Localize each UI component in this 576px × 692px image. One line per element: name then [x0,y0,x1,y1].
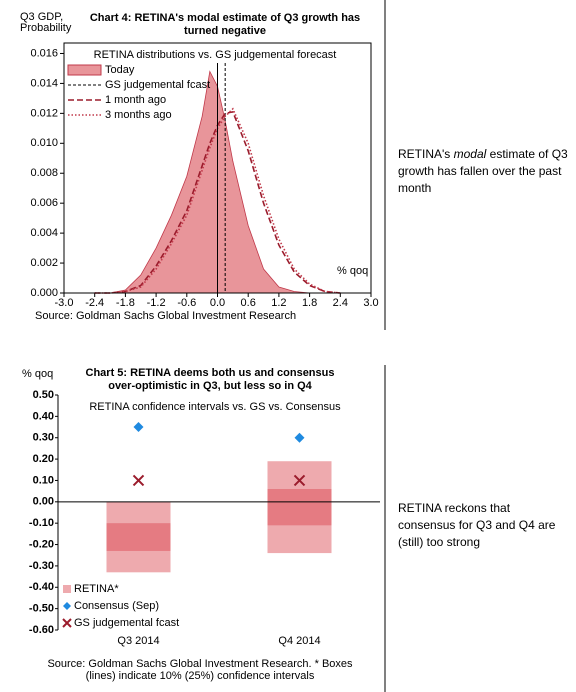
note-text: modal [453,147,487,161]
legend-label: 1 month ago [105,94,166,106]
marker [133,422,144,433]
x-tick-label: -1.2 [147,297,166,309]
x-tick-label: Q4 2014 [278,635,320,647]
y-tick-label: -0.20 [29,538,54,550]
legend-swatch [63,602,71,610]
legend-swatch [62,618,72,628]
marker [294,432,305,443]
axis-unit: % qoq [337,265,368,277]
x-tick-label: -0.6 [177,297,196,309]
y-axis-label: % qoq [22,368,53,380]
legend-label: GS judgemental fcast [74,617,179,629]
legend-label: Today [105,64,135,76]
legend-swatch [67,64,102,76]
x-tick-label: Q3 2014 [117,635,159,647]
x-tick-label: 3.0 [363,297,378,309]
x-tick-label: 1.2 [271,297,286,309]
y-tick-label: 0.000 [30,287,58,299]
x-tick-label: -2.4 [85,297,104,309]
x-tick-label: 0.0 [210,297,225,309]
x-tick-label: 1.8 [302,297,317,309]
subtitle: RETINA confidence intervals vs. GS vs. C… [89,401,341,413]
y-tick-label: 0.40 [33,410,54,422]
legend-label: RETINA* [74,583,119,595]
y-tick-label: -0.30 [29,560,54,572]
source: Source: Goldman Sachs Global Investment … [47,658,353,682]
y-tick-label: 0.002 [30,257,58,269]
x-tick-label: -3.0 [55,297,74,309]
legend-label: GS judgemental fcast [105,79,210,91]
inner-box [267,489,332,526]
subtitle: RETINA distributions vs. GS judgemental … [94,49,337,61]
y-axis-label: Q3 GDP, [20,11,63,23]
chart-title: Chart 5: RETINA deems both us and consen… [86,367,335,392]
x-tick-label: -1.8 [116,297,135,309]
y-tick-label: 0.014 [30,77,58,89]
plot-frame [63,42,372,294]
y-tick-label: -0.10 [29,517,54,529]
x-tick-label: 0.6 [241,297,256,309]
note-text: RETINA's [398,147,454,161]
y-tick-label: -0.50 [29,603,54,615]
source: Source: Goldman Sachs Global Investment … [35,310,296,322]
y-tick-label: 0.20 [33,453,54,465]
side-note: RETINA's modal estimate of Q3 growth has… [398,146,570,197]
chart-title: Chart 4: RETINA's modal estimate of Q3 g… [90,12,360,37]
marker [293,474,306,487]
y-tick-label: 0.004 [30,227,58,239]
y-tick-label: 0.012 [30,107,58,119]
y-tick-label: 0.006 [30,197,58,209]
side-note: RETINA reckons that consensus for Q3 and… [398,500,570,551]
x-tick-label: 2.4 [333,297,348,309]
legend-swatch [63,585,71,593]
legend-label: 3 months ago [105,109,172,121]
inner-box [106,523,171,551]
note-text: RETINA reckons that consensus for Q3 and… [398,501,556,549]
y-tick-label: 0.010 [30,137,58,149]
y-tick-label: 0.008 [30,167,58,179]
marker [132,474,145,487]
y-tick-label: -0.40 [29,581,54,593]
y-tick-label: 0.016 [30,47,58,59]
note-text: estimate of Q3 growth has fallen over th… [398,147,568,195]
y-axis-label: Probability [20,22,72,34]
legend-label: Consensus (Sep) [74,600,159,612]
y-tick-label: 0.50 [33,389,54,401]
y-tick-label: 0.00 [33,496,54,508]
y-tick-label: -0.60 [29,624,54,636]
y-tick-label: 0.30 [33,432,54,444]
y-tick-label: 0.10 [33,474,54,486]
